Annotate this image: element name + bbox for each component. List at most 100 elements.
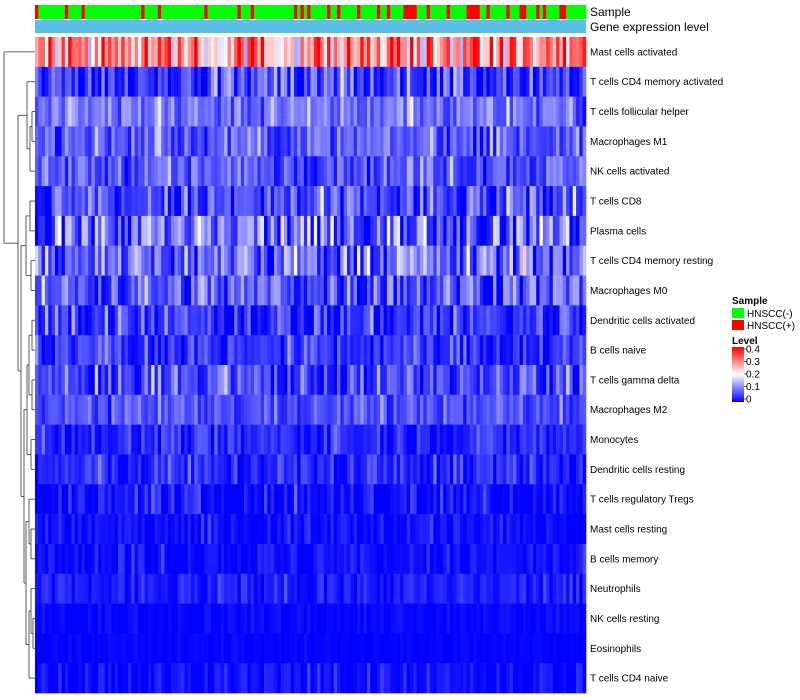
heatmap-cell: [270, 305, 275, 336]
heatmap-cell: [131, 394, 135, 425]
heatmap-cell: [429, 663, 434, 694]
heatmap-cell: [41, 37, 46, 68]
heatmap-cell: [416, 633, 421, 664]
heatmap-cell: [264, 663, 268, 694]
heatmap-cell: [509, 484, 514, 515]
heatmap-cell: [244, 633, 248, 664]
heatmap-cell: [137, 335, 142, 366]
heatmap-cell: [459, 335, 464, 366]
heatmap-cell: [343, 96, 348, 127]
heatmap-cell: [579, 335, 583, 366]
heatmap-cell: [260, 305, 265, 336]
heatmap-cell: [91, 215, 96, 247]
heatmap-cell: [413, 365, 418, 396]
sample-annotation-cell: [576, 5, 580, 19]
heatmap-cell: [370, 543, 374, 575]
heatmap-cell: [78, 186, 82, 217]
heatmap-cell: [104, 454, 109, 485]
heatmap-cell: [71, 394, 76, 425]
heatmap-cell: [323, 275, 328, 306]
heatmap-cell: [323, 633, 328, 664]
heatmap-cell: [396, 484, 401, 515]
heatmap-cell: [410, 633, 414, 664]
heatmap-cell: [297, 335, 301, 366]
heatmap-cell: [542, 514, 547, 545]
heatmap-cell: [78, 215, 82, 247]
heatmap-cell: [400, 514, 404, 545]
heatmap-cell: [503, 245, 507, 276]
heatmap-cell: [273, 603, 278, 634]
heatmap-cell: [579, 573, 583, 604]
heatmap-cell: [469, 454, 474, 485]
heatmap-cell: [141, 335, 145, 366]
heatmap-cell: [539, 275, 544, 306]
heatmap-cell: [283, 573, 288, 604]
heatmap-cell: [327, 543, 331, 575]
heatmap-cell: [144, 126, 149, 157]
heatmap-cell: [71, 245, 76, 276]
heatmap-cell: [353, 245, 358, 276]
heatmap-cell: [509, 424, 514, 455]
heatmap-cell: [536, 573, 540, 604]
heatmap-cell: [356, 484, 361, 515]
heatmap-cell: [101, 633, 106, 664]
heatmap-cell: [499, 573, 504, 604]
heatmap-cell: [453, 633, 457, 664]
sample-annotation-cell: [429, 5, 434, 19]
heatmap-cell: [194, 514, 198, 545]
heatmap-cell: [366, 66, 371, 97]
heatmap-cell: [35, 394, 39, 425]
heatmap-cell: [137, 186, 142, 217]
heatmap-cell: [333, 633, 338, 664]
heatmap-cell: [94, 275, 99, 306]
heatmap-cell: [88, 275, 92, 306]
heatmap-cell: [260, 454, 265, 485]
heatmap-cell: [290, 37, 295, 68]
heatmap-cell: [127, 275, 132, 306]
heatmap-cell: [313, 335, 318, 366]
heatmap-cell: [61, 96, 66, 127]
heatmap-cell: [144, 663, 149, 694]
sample-annotation-cell: [340, 5, 344, 19]
heatmap-cell: [556, 335, 560, 366]
heatmap-cell: [516, 365, 520, 396]
heatmap-cell: [303, 186, 308, 217]
heatmap-cell: [207, 454, 212, 485]
row-label: Macrophages M1: [590, 137, 668, 148]
heatmap-cell: [204, 335, 208, 366]
heatmap-cell: [121, 573, 125, 604]
heatmap-cell: [469, 573, 474, 604]
heatmap-cell: [91, 514, 96, 545]
heatmap-cell: [549, 633, 554, 664]
heatmap-cell: [562, 186, 567, 217]
heatmap-cell: [307, 424, 311, 455]
heatmap-cell: [273, 573, 278, 604]
heatmap-cell: [164, 186, 169, 217]
heatmap-cell: [167, 514, 172, 545]
heatmap-cell: [403, 245, 408, 276]
heatmap-cell: [536, 335, 540, 366]
heatmap-cell: [529, 454, 534, 485]
heatmap-cell: [297, 126, 301, 157]
heatmap-cell: [54, 633, 59, 664]
heatmap-cell: [197, 573, 202, 604]
heatmap-cell: [38, 365, 42, 396]
heatmap-cell: [127, 126, 132, 157]
heatmap-cell: [539, 126, 544, 157]
heatmap-cell: [333, 126, 338, 157]
heatmap-cell: [582, 454, 587, 485]
heatmap-cell: [91, 126, 96, 157]
heatmap-cell: [436, 573, 441, 604]
heatmap-cell: [124, 633, 129, 664]
heatmap-cell: [210, 543, 215, 575]
heatmap-cell: [267, 543, 271, 575]
heatmap-cell: [237, 335, 242, 366]
heatmap-cell: [439, 156, 444, 187]
heatmap-cell: [453, 514, 457, 545]
heatmap-cell: [337, 126, 341, 157]
heatmap-cell: [137, 573, 142, 604]
heatmap-cell: [373, 215, 378, 247]
heatmap-cell: [333, 186, 338, 217]
heatmap-cell: [512, 156, 517, 187]
heatmap-cell: [171, 454, 175, 485]
